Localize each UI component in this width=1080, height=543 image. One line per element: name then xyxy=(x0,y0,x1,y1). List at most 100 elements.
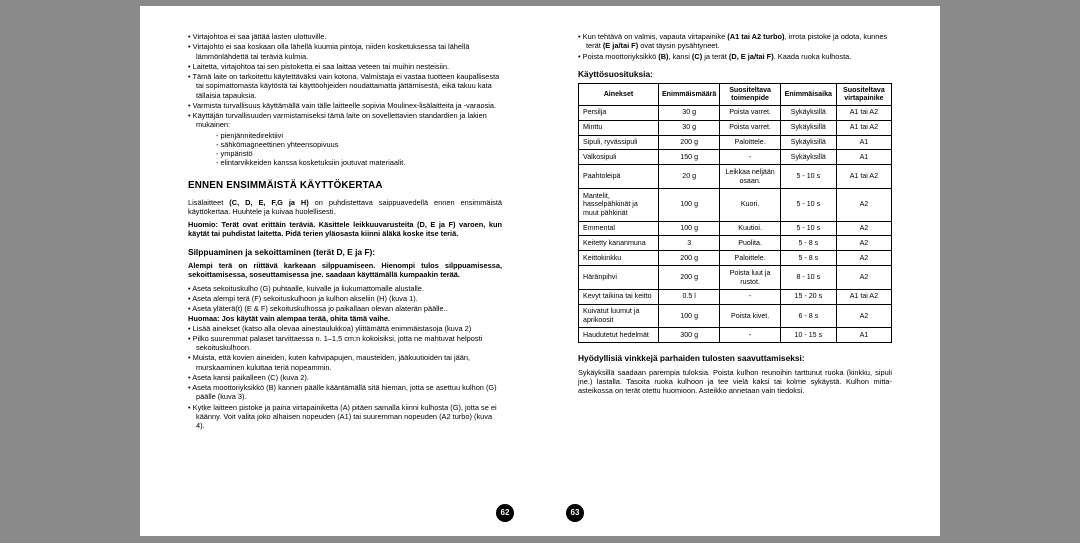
table-row: Minttu30 gPoista varret.SykäyksilläA1 ta… xyxy=(579,120,892,135)
heading-chop-mix: Silppuaminen ja sekoittaminen (terät D, … xyxy=(188,247,502,258)
table-cell: Minttu xyxy=(579,120,659,135)
table-cell: Paloittele. xyxy=(720,251,780,266)
table-cell: Kevyt taikina tai keitto xyxy=(579,289,659,304)
table-cell: Poista varret. xyxy=(720,120,780,135)
table-cell: 5 - 8 s xyxy=(780,251,836,266)
table-cell: Kuivatut luumut ja aprikoosit xyxy=(579,304,659,328)
table-cell: A2 xyxy=(836,304,891,328)
list-item: Kytke laitteen pistoke ja paina virtapai… xyxy=(188,403,502,431)
page-63: Kun tehtävä on valmis, vapauta virtapain… xyxy=(540,6,940,536)
table-cell: Poista luut ja rustot. xyxy=(720,266,780,290)
table-cell: 20 g xyxy=(658,165,719,189)
list-item: elintarvikkeiden kanssa kosketuksiin jou… xyxy=(216,158,502,167)
table-cell: Paloittele. xyxy=(720,135,780,150)
page-number: 62 xyxy=(496,504,514,522)
list-item: Aseta moottoriyksikkö (B) kannen päälle … xyxy=(188,383,502,402)
table-cell: 0.5 l xyxy=(658,289,719,304)
table-cell: Valkosipuli xyxy=(579,150,659,165)
table-cell: 3 xyxy=(658,236,719,251)
list-item: Laitetta, virtajohtoa tai sen pistoketta… xyxy=(188,62,502,71)
list-item: Aseta sekoituskulho (G) puhtaalle, kuiva… xyxy=(188,284,502,293)
table-cell: Haudutetut hedelmät xyxy=(579,328,659,343)
list-item: Tämä laite on tarkoitettu käytettäväksi … xyxy=(188,72,502,100)
table-row: Sipuli, ryvässipuli200 gPaloittele.Sykäy… xyxy=(579,135,892,150)
recommendations-table: AineksetEnimmäismääräSuositeltava toimen… xyxy=(578,83,892,343)
table-cell: Sykäyksillä xyxy=(780,120,836,135)
table-cell: A1 xyxy=(836,135,891,150)
tips-paragraph: Sykäyksillä saadaan parempia tuloksia. P… xyxy=(578,368,892,396)
table-cell: A2 xyxy=(836,236,891,251)
list-item: sähkömagneettinen yhteensopivuus xyxy=(216,140,502,149)
table-cell: Paahtoleipä xyxy=(579,165,659,189)
list-item: Aseta alempi terä (F) sekoituskulhoon ja… xyxy=(188,294,502,303)
safety-bullets: Virtajohtoa ei saa jättää lasten ulottuv… xyxy=(188,32,502,130)
table-cell: 100 g xyxy=(658,189,719,222)
table-cell: 300 g xyxy=(658,328,719,343)
table-cell: 10 - 15 s xyxy=(780,328,836,343)
table-cell: 30 g xyxy=(658,120,719,135)
table-cell: 150 g xyxy=(658,150,719,165)
table-cell: Kuori. xyxy=(720,189,780,222)
table-cell: Keittokinkku xyxy=(579,251,659,266)
heading-recommendations: Käyttösuosituksia: xyxy=(578,69,892,80)
finish-bullets: Kun tehtävä on valmis, vapauta virtapain… xyxy=(578,32,892,61)
table-header-cell: Suositeltava toimenpide xyxy=(720,84,780,106)
table-header-cell: Ainekset xyxy=(579,84,659,106)
table-cell: A1 xyxy=(836,150,891,165)
warning-paragraph: Huomio: Terät ovat erittäin teräviä. Käs… xyxy=(188,220,502,239)
table-cell: Emmental xyxy=(579,221,659,236)
table-cell: Sykäyksillä xyxy=(780,135,836,150)
table-cell: - xyxy=(720,289,780,304)
list-item: Poista moottoriyksikkö (B), kansi (C) ja… xyxy=(578,52,892,61)
table-cell: - xyxy=(720,150,780,165)
list-item: Kun tehtävä on valmis, vapauta virtapain… xyxy=(578,32,892,51)
table-cell: A2 xyxy=(836,189,891,222)
table-cell: A2 xyxy=(836,266,891,290)
table-row: Kevyt taikina tai keitto0.5 l-15 - 20 sA… xyxy=(579,289,892,304)
page-number: 63 xyxy=(566,504,584,522)
list-item: pienjännitedirektiivi xyxy=(216,131,502,140)
standards-sublist: pienjännitedirektiivisähkömagneettinen y… xyxy=(216,131,502,168)
list-item: Lisää ainekset (katso alla olevaa ainest… xyxy=(188,324,502,333)
table-row: Haudutetut hedelmät300 g-10 - 15 sA1 xyxy=(579,328,892,343)
table-cell: A1 xyxy=(836,328,891,343)
table-row: Keitetty kananmuna3Puolita.5 - 8 sA2 xyxy=(579,236,892,251)
intro-paragraph: Lisälaitteet (C, D, E, F,G ja H) on puhd… xyxy=(188,198,502,217)
table-cell: 5 - 10 s xyxy=(780,189,836,222)
list-item: Pilko suuremmat palaset tarvittaessa n. … xyxy=(188,334,502,353)
list-item: Virtajohto ei saa koskaan olla lähellä k… xyxy=(188,42,502,61)
table-cell: - xyxy=(720,328,780,343)
table-row: Mantelit, hasselpähkinät ja muut pähkinä… xyxy=(579,189,892,222)
table-cell: A2 xyxy=(836,221,891,236)
table-cell: A1 tai A2 xyxy=(836,120,891,135)
table-row: Persilja30 gPoista varret.SykäyksilläA1 … xyxy=(579,105,892,120)
list-item: Käyttäjän turvallisuuden varmistamiseksi… xyxy=(188,111,502,130)
table-cell: Puolita. xyxy=(720,236,780,251)
blade-paragraph: Alempi terä on riittävä karkeaan silppua… xyxy=(188,261,502,280)
usage-bullets: Lisää ainekset (katso alla olevaa ainest… xyxy=(188,324,502,431)
table-row: Häränpihvi200 gPoista luut ja rustot.8 -… xyxy=(579,266,892,290)
table-cell: 200 g xyxy=(658,135,719,150)
page-62: Virtajohtoa ei saa jättää lasten ulottuv… xyxy=(140,6,540,536)
table-row: Valkosipuli150 g-SykäyksilläA1 xyxy=(579,150,892,165)
list-item: ympäristö xyxy=(216,149,502,158)
list-item: Aseta kansi paikalleen (C) (kuva 2). xyxy=(188,373,502,382)
table-cell: 5 - 8 s xyxy=(780,236,836,251)
table-cell: Mantelit, hasselpähkinät ja muut pähkinä… xyxy=(579,189,659,222)
table-cell: 15 - 20 s xyxy=(780,289,836,304)
table-cell: A1 tai A2 xyxy=(836,105,891,120)
note-line: Huomaa: Jos käytät vain alempaa terää, o… xyxy=(188,314,502,323)
table-cell: Sykäyksillä xyxy=(780,105,836,120)
table-row: Emmental100 gKuutioi.5 - 10 sA2 xyxy=(579,221,892,236)
table-cell: Kuutioi. xyxy=(720,221,780,236)
table-row: Kuivatut luumut ja aprikoosit100 gPoista… xyxy=(579,304,892,328)
table-cell: 30 g xyxy=(658,105,719,120)
list-item: Virtajohtoa ei saa jättää lasten ulottuv… xyxy=(188,32,502,41)
table-cell: 6 - 8 s xyxy=(780,304,836,328)
table-cell: Sykäyksillä xyxy=(780,150,836,165)
table-header-cell: Enimmäisaika xyxy=(780,84,836,106)
table-cell: 5 - 10 s xyxy=(780,221,836,236)
table-cell: Poista varret. xyxy=(720,105,780,120)
table-cell: Häränpihvi xyxy=(579,266,659,290)
page-spread: Virtajohtoa ei saa jättää lasten ulottuv… xyxy=(140,6,940,536)
